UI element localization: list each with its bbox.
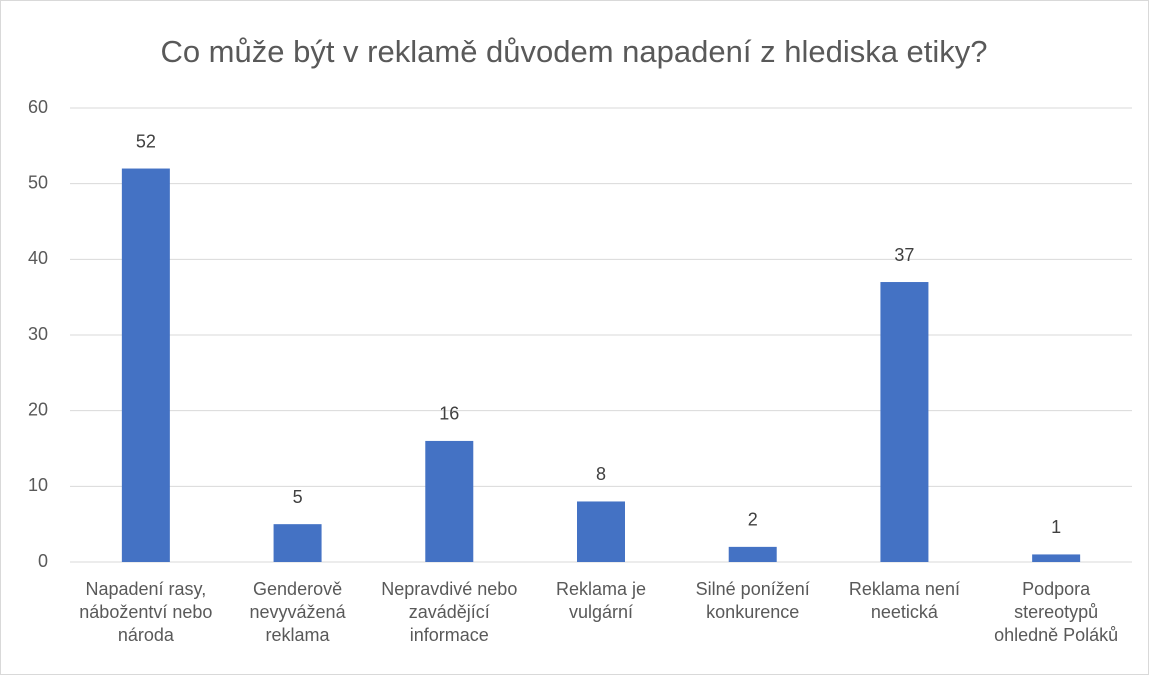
bar [425,440,474,562]
chart-title: Co může být v reklamě důvodem napadení z… [160,34,987,69]
bar [577,501,625,562]
data-label: 8 [596,464,606,484]
data-label: 52 [136,131,156,151]
y-tick-label: 60 [28,97,48,117]
x-tick-label-box: Podpora stereotypů ohledně Poláků [994,579,1119,645]
bar [880,282,929,562]
y-tick-label: 40 [28,248,48,268]
x-tick-label-box: Reklama není neetická [848,579,960,622]
x-tick-label: Nepravdivé nebo zavádějící informace [381,579,518,645]
x-tick-label: Reklama je vulgární [555,579,647,622]
x-tick-label: Napadení rasy, nábožentví nebo národa [79,579,213,645]
data-label: 1 [1051,517,1061,537]
data-label: 2 [748,510,758,530]
y-tick-label: 30 [28,324,48,344]
bar [121,168,170,563]
x-tick-label: Genderově nevyvážená reklama [249,579,346,645]
y-tick-label: 0 [38,551,48,571]
data-label: 37 [894,245,914,265]
y-tick-label: 20 [28,399,48,419]
bar [1032,554,1081,562]
bar [273,524,322,562]
x-tick-label-box: Genderově nevyvážená reklama [249,579,346,645]
x-tick-label: Reklama není neetická [848,579,960,622]
x-tick-label-box: Nepravdivé nebo zavádějící informace [381,579,518,645]
x-tick-label-box: Silné ponížení konkurence [695,579,810,622]
data-label: 16 [439,404,459,424]
x-tick-label-box: Napadení rasy, nábožentví nebo národa [79,579,213,645]
data-label: 5 [293,487,303,507]
y-tick-label: 10 [28,475,48,495]
bar [728,546,777,562]
x-tick-label-box: Reklama je vulgární [555,579,647,622]
x-tick-label: Podpora stereotypů ohledně Poláků [994,579,1119,645]
x-tick-label: Silné ponížení konkurence [695,579,810,622]
y-tick-label: 50 [28,172,48,192]
